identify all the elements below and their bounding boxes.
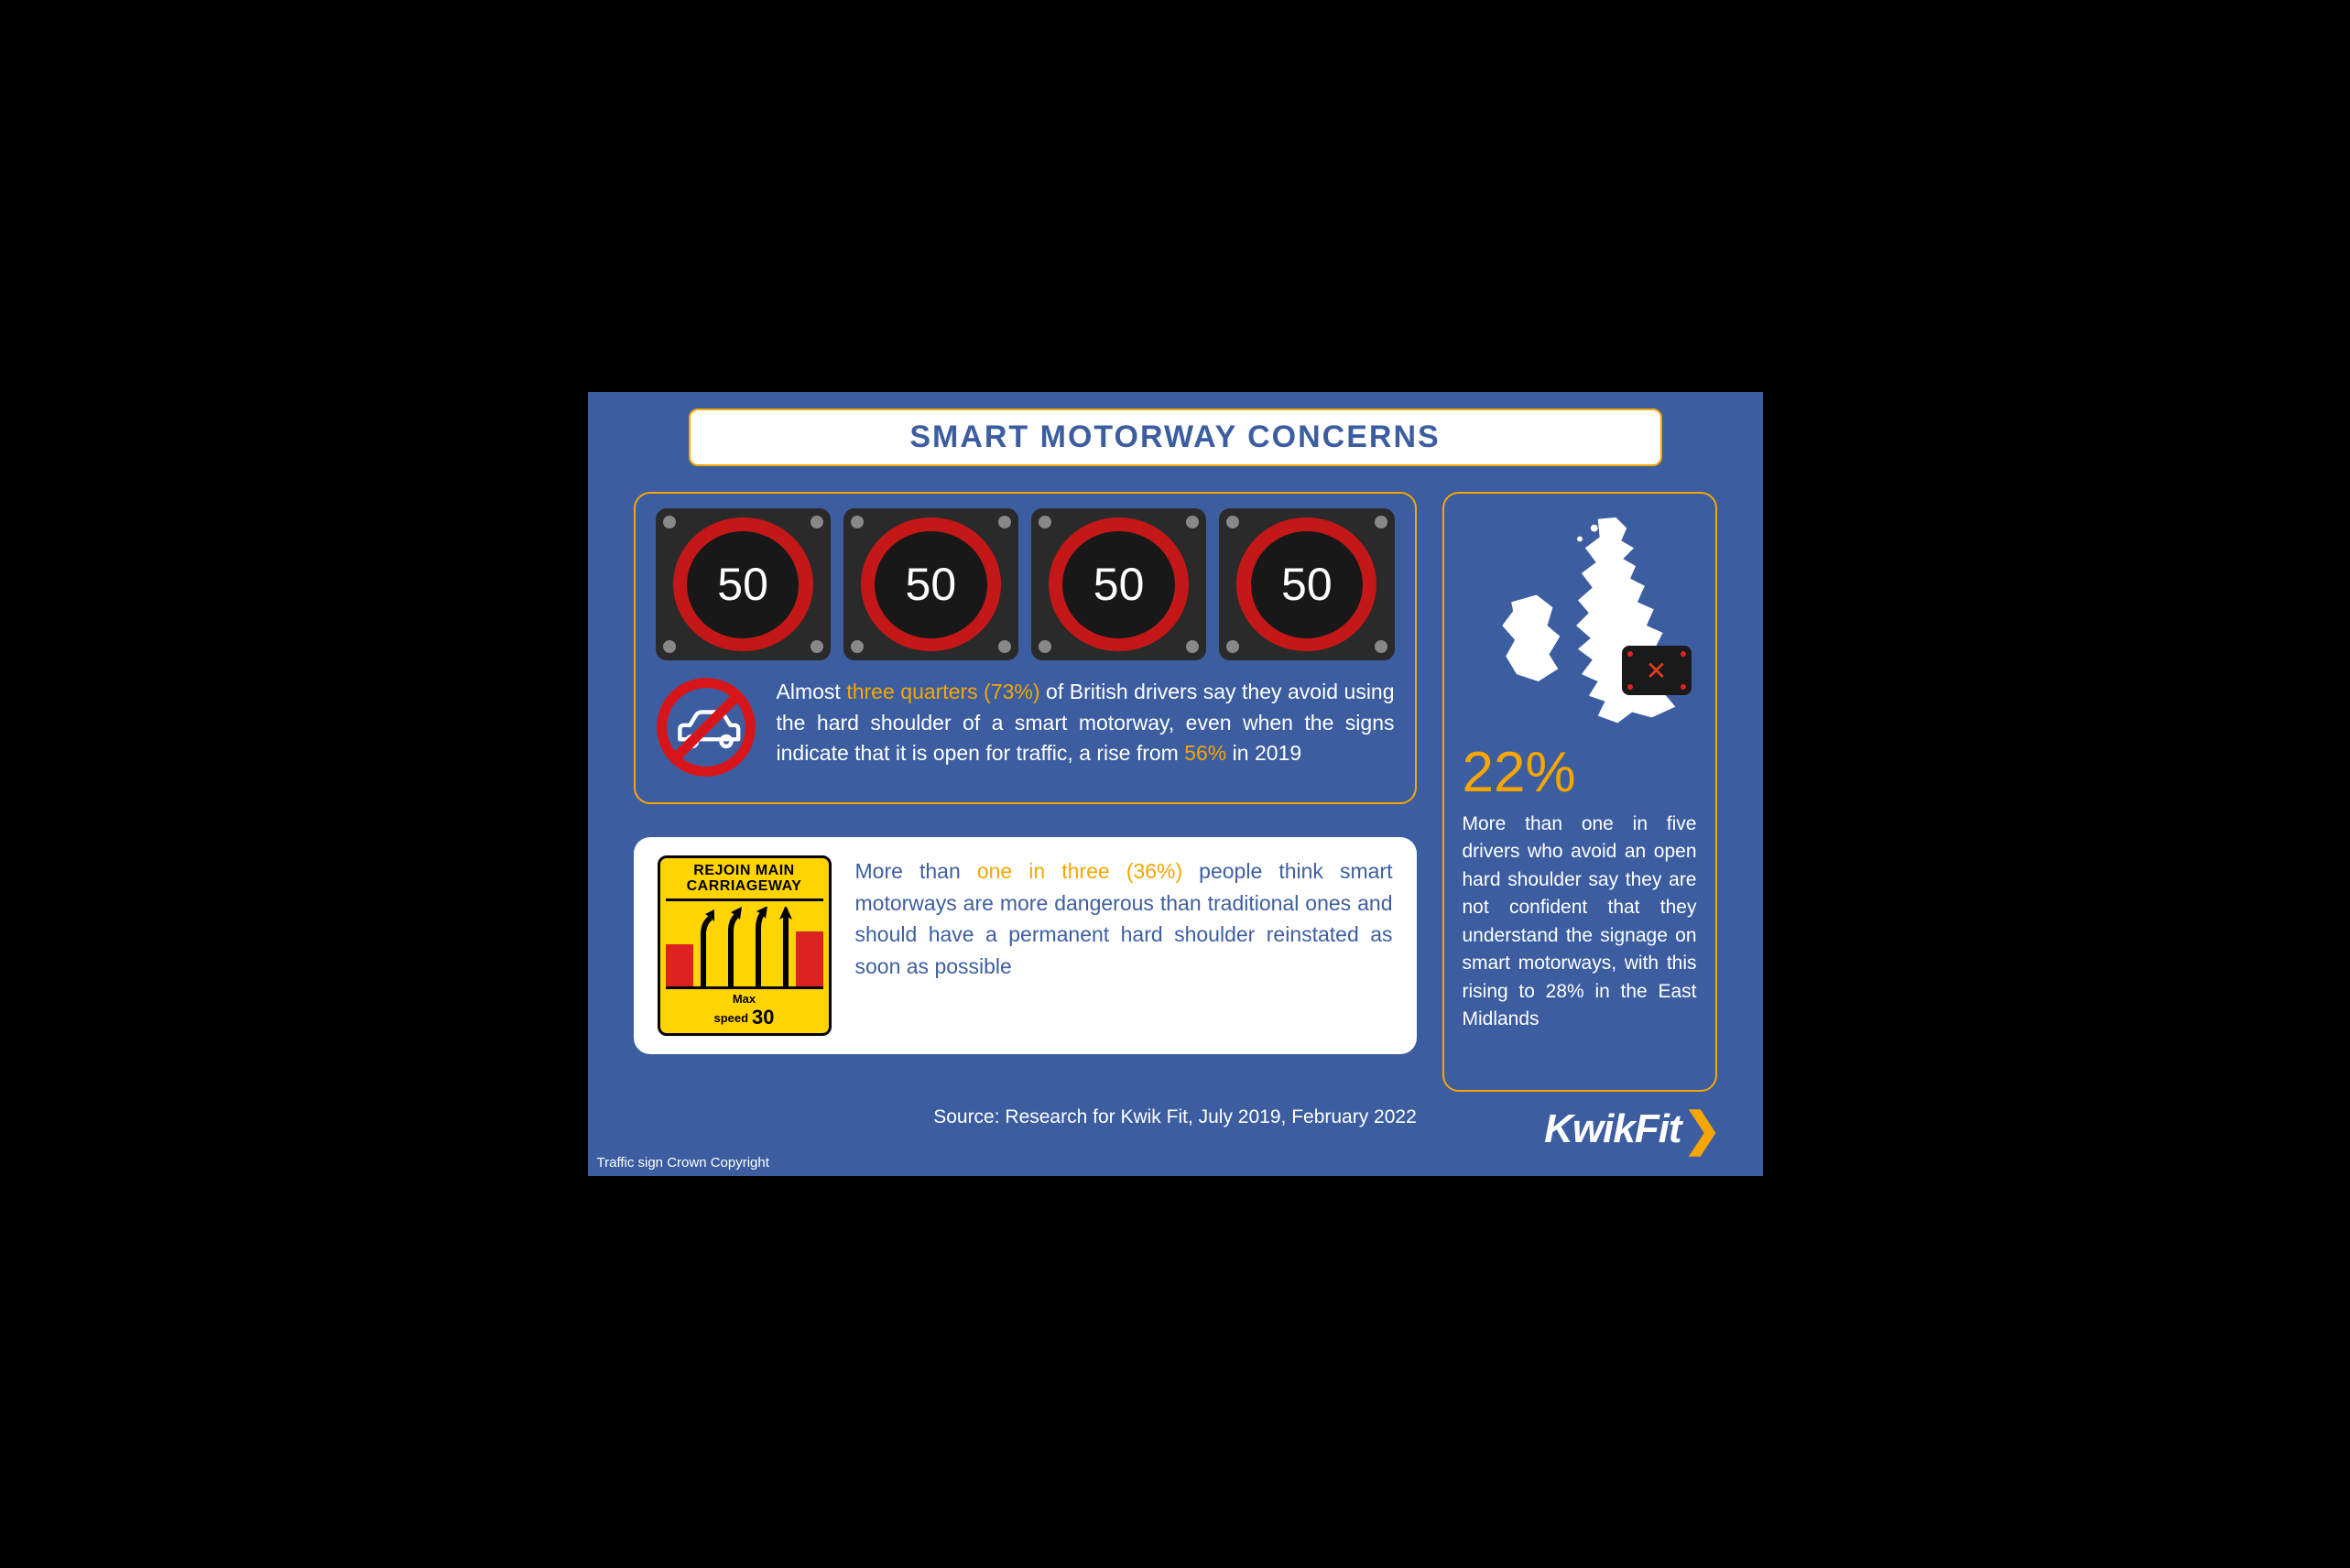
speed-value: 50 [687,531,799,638]
title-bar: SMART MOTORWAY CONCERNS [689,408,1662,466]
rejoin-carriageway-sign: REJOIN MAIN CARRIAGEWAY [658,855,832,1036]
page-title: SMART MOTORWAY CONCERNS [709,419,1642,455]
panel-dangerous: REJOIN MAIN CARRIAGEWAY [634,837,1417,1054]
speed-value: 50 [1062,531,1174,638]
speed-signs-row: 50 50 50 50 [656,508,1395,660]
panel-signage-confidence: ✕ 22% More than one in five drivers who … [1442,492,1717,1092]
panel-a-text: Almost three quarters (73%) of British d… [777,677,1395,768]
panel-c-text: More than one in five drivers who avoid … [1463,811,1697,1034]
chevron-icon: ❯ [1683,1103,1721,1156]
footer: Source: Research for Kwik Fit, July 2019… [634,1105,1717,1163]
speed-value: 50 [875,531,986,638]
right-column: ✕ 22% More than one in five drivers who … [1442,492,1717,1092]
crown-copyright: Traffic sign Crown Copyright [597,1155,769,1171]
red-x-icon: ✕ [1646,656,1667,686]
speed-sign: 50 [1031,508,1206,660]
left-column: 50 50 50 50 [634,492,1417,1092]
speed-value: 50 [1251,531,1363,638]
lane-closed-sign: ✕ [1622,646,1692,695]
kwikfit-logo: KwikFit❯ [1544,1103,1720,1156]
panel-hard-shoulder: 50 50 50 50 [634,492,1417,804]
uk-map-area: ✕ [1463,510,1697,739]
rejoin-line1: REJOIN MAIN [693,863,794,878]
speed-sign: 50 [843,508,1018,660]
rejoin-line2: CARRIAGEWAY [687,878,802,894]
panel-b-text: More than one in three (36%) people thin… [855,855,1393,982]
content-row: 50 50 50 50 [634,492,1717,1092]
speed-sign: 50 [1219,508,1394,660]
big-percentage: 22% [1463,745,1697,801]
uk-map-icon [1463,510,1697,739]
speed-sign: 50 [656,508,831,660]
infographic-canvas: SMART MOTORWAY CONCERNS 50 50 [588,392,1763,1176]
no-car-icon [656,677,756,782]
